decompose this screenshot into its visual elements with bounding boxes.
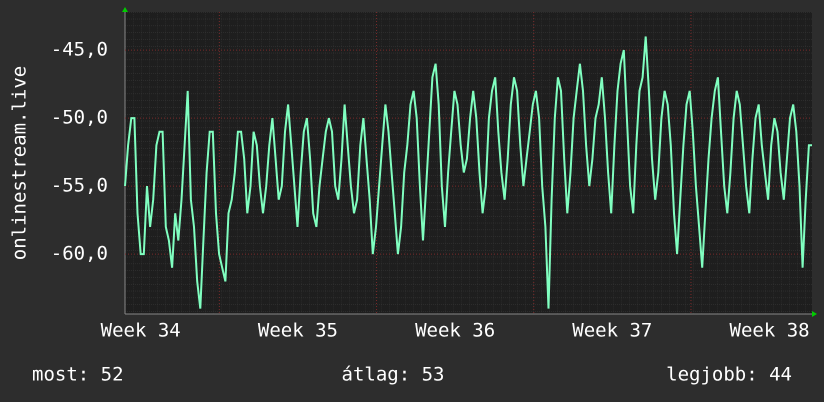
y-tick-label: -60,0 <box>51 243 108 265</box>
data-line <box>124 36 812 309</box>
x-tick-label: Week 34 <box>101 320 181 342</box>
x-tick-label: Week 37 <box>572 320 652 342</box>
fine-grid <box>125 12 812 314</box>
y-tick-label: -50,0 <box>51 107 108 129</box>
x-tick-label: Week 38 <box>730 320 810 342</box>
x-tick-label: Week 36 <box>415 320 495 342</box>
axis-arrow <box>122 7 128 12</box>
footer-current: most: 52 <box>32 364 124 386</box>
footer-best: legjobb: 44 <box>666 364 792 386</box>
footer-average: átlag: 53 <box>342 364 445 386</box>
y-tick-label: -45,0 <box>51 39 108 61</box>
y-axis-label: onlinestream.live <box>9 66 31 260</box>
y-tick-label: -55,0 <box>51 175 108 197</box>
axis-arrow <box>812 311 817 317</box>
x-tick-label: Week 35 <box>258 320 338 342</box>
